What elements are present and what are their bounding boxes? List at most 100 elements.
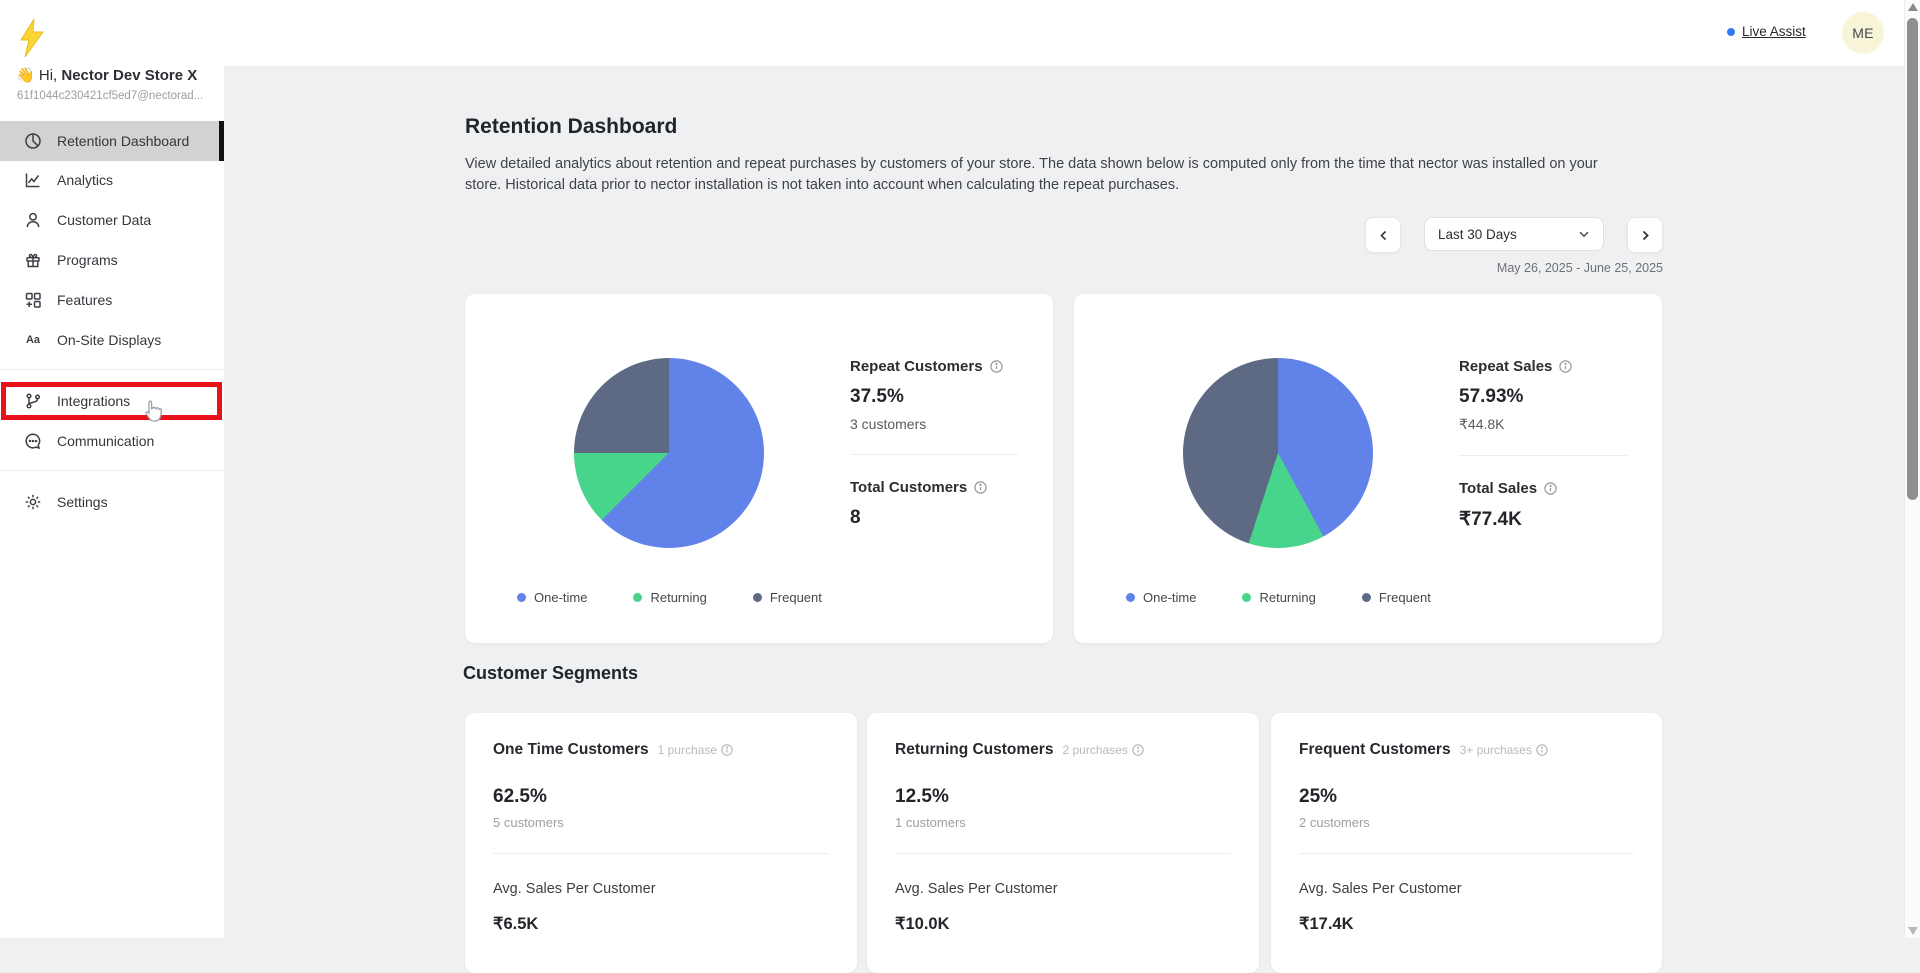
avg-sales-label: Avg. Sales Per Customer: [895, 881, 1058, 897]
sidebar-item-features[interactable]: Features: [0, 280, 224, 320]
repeat-customers-card: Repeat Customers 37.5% 3 customers Total…: [465, 294, 1053, 643]
info-icon[interactable]: [721, 744, 733, 756]
avg-sales-value: ₹17.4K: [1299, 915, 1354, 933]
avatar-initials: ME: [1852, 25, 1874, 41]
segment-qualifier: 3+ purchases: [1460, 743, 1548, 757]
metric-value: 57.93%: [1459, 386, 1524, 407]
metric-subtext: 3 customers: [850, 416, 927, 432]
sidebar-item-label: On-Site Displays: [57, 332, 162, 348]
scroll-down-arrow-icon[interactable]: [1908, 927, 1918, 935]
customer-segments-heading: Customer Segments: [463, 663, 639, 683]
one-time-customers-card: One Time Customers 1 purchase 62.5% 5 cu…: [465, 713, 857, 973]
line-chart-icon: [25, 173, 40, 188]
legend-dot: [752, 593, 762, 602]
sidebar-item-retention-dashboard[interactable]: Retention Dashboard: [0, 121, 224, 161]
segment-title: Frequent Customers: [1299, 741, 1451, 758]
metric-label: Repeat Sales: [1459, 358, 1553, 375]
live-assist-status-dot: [1727, 27, 1735, 36]
pie-chart-icon: [25, 133, 41, 149]
legend-item-one-time: One-time: [1126, 590, 1196, 605]
gear-icon: [25, 494, 41, 510]
chat-bubble-icon: [25, 433, 41, 450]
user-icon: [26, 212, 40, 228]
date-range-selected: Last 30 Days: [1438, 226, 1517, 242]
typography-icon: Aa: [25, 334, 41, 346]
sidebar-item-settings[interactable]: Settings: [0, 482, 224, 522]
segment-percent: 62.5%: [493, 786, 547, 807]
sidebar-item-label: Features: [57, 292, 113, 308]
legend-item-one-time: One-time: [517, 590, 587, 605]
store-greeting: 👋 Hi, Nector Dev Store X: [16, 66, 197, 84]
git-branch-icon: [26, 393, 41, 409]
scroll-up-arrow-icon[interactable]: [1908, 3, 1918, 11]
segment-customers: 5 customers: [493, 815, 564, 830]
metric-value: 8: [850, 507, 861, 528]
user-avatar[interactable]: ME: [1842, 12, 1884, 54]
sales-pie-chart: [1183, 358, 1373, 548]
info-icon[interactable]: [1544, 482, 1557, 495]
live-assist-link[interactable]: Live Assist: [1727, 24, 1806, 39]
repeat-sales-card: Repeat Sales 57.93% ₹44.8K Total Sales ₹…: [1074, 294, 1662, 643]
segment-customers: 1 customers: [895, 815, 966, 830]
pie-legend: One-time Returning Frequent: [517, 590, 822, 605]
legend-item-returning: Returning: [633, 590, 707, 605]
legend-item-returning: Returning: [1242, 590, 1316, 605]
wave-emoji-icon: 👋: [16, 67, 35, 84]
segment-divider: [1299, 853, 1634, 854]
sidebar-item-label: Programs: [57, 252, 118, 268]
returning-customers-card: Returning Customers 2 purchases 12.5% 1 …: [867, 713, 1259, 973]
legend-dot: [517, 593, 526, 602]
sidebar-item-integrations[interactable]: Integrations: [0, 381, 224, 421]
metric-value: 37.5%: [850, 386, 904, 407]
info-icon[interactable]: [1559, 360, 1573, 373]
segment-qualifier: 1 purchase: [658, 743, 733, 757]
info-icon[interactable]: [974, 481, 987, 494]
sidebar-item-label: Integrations: [57, 393, 131, 409]
qualifier-text: 2 purchases: [1062, 743, 1128, 757]
sidebar-item-label: Settings: [57, 494, 108, 510]
chevron-down-icon: [1579, 231, 1589, 238]
sidebar-item-label: Analytics: [57, 172, 114, 188]
legend-label: Returning: [650, 590, 707, 605]
live-assist-label: Live Assist: [1742, 24, 1806, 39]
sidebar-item-label: Communication: [57, 433, 155, 449]
legend-item-frequent: Frequent: [1361, 590, 1431, 605]
scrollbar-track[interactable]: [1904, 0, 1920, 938]
segment-title: Returning Customers: [895, 741, 1054, 758]
avg-sales-label: Avg. Sales Per Customer: [493, 881, 656, 897]
chevron-left-icon: [1379, 230, 1386, 240]
segment-divider: [493, 853, 829, 854]
date-next-button[interactable]: [1627, 217, 1663, 253]
sidebar-item-label: Customer Data: [57, 212, 152, 228]
avg-sales-value: ₹10.0K: [895, 915, 950, 933]
page-description: View detailed analytics about retention …: [465, 156, 1598, 193]
sidebar-divider: [0, 369, 224, 370]
segment-title: One Time Customers: [493, 741, 649, 758]
metric-value: ₹77.4K: [1459, 509, 1522, 530]
stats-divider: [1459, 455, 1627, 456]
sidebar-item-programs[interactable]: Programs: [0, 240, 224, 280]
gift-icon: [26, 253, 40, 268]
legend-label: Returning: [1259, 590, 1316, 605]
feature-grid-icon: [25, 292, 41, 308]
date-range-select[interactable]: Last 30 Days: [1424, 217, 1604, 251]
segment-percent: 25%: [1299, 786, 1338, 807]
sidebar-item-on-site-displays[interactable]: Aa On-Site Displays: [0, 320, 224, 360]
info-icon[interactable]: [1536, 744, 1548, 756]
pie-legend: One-time Returning Frequent: [1126, 590, 1431, 605]
metric-label: Repeat Customers: [850, 358, 983, 375]
scrollbar-thumb[interactable]: [1907, 18, 1918, 500]
sidebar-item-customer-data[interactable]: Customer Data: [0, 200, 224, 240]
legend-label: One-time: [1143, 590, 1197, 605]
segment-divider: [895, 853, 1231, 854]
info-icon[interactable]: [989, 360, 1003, 373]
date-prev-button[interactable]: [1365, 217, 1401, 253]
metric-label: Total Sales: [1459, 480, 1538, 497]
segment-percent: 12.5%: [895, 786, 949, 807]
info-icon[interactable]: [1132, 744, 1144, 756]
sidebar-item-label: Retention Dashboard: [57, 133, 190, 149]
legend-dot: [1242, 593, 1252, 602]
sidebar-item-communication[interactable]: Communication: [0, 421, 224, 461]
repeat-sales-stats: Repeat Sales 57.93% ₹44.8K Total Sales ₹…: [1459, 358, 1639, 531]
sidebar-item-analytics[interactable]: Analytics: [0, 160, 224, 200]
